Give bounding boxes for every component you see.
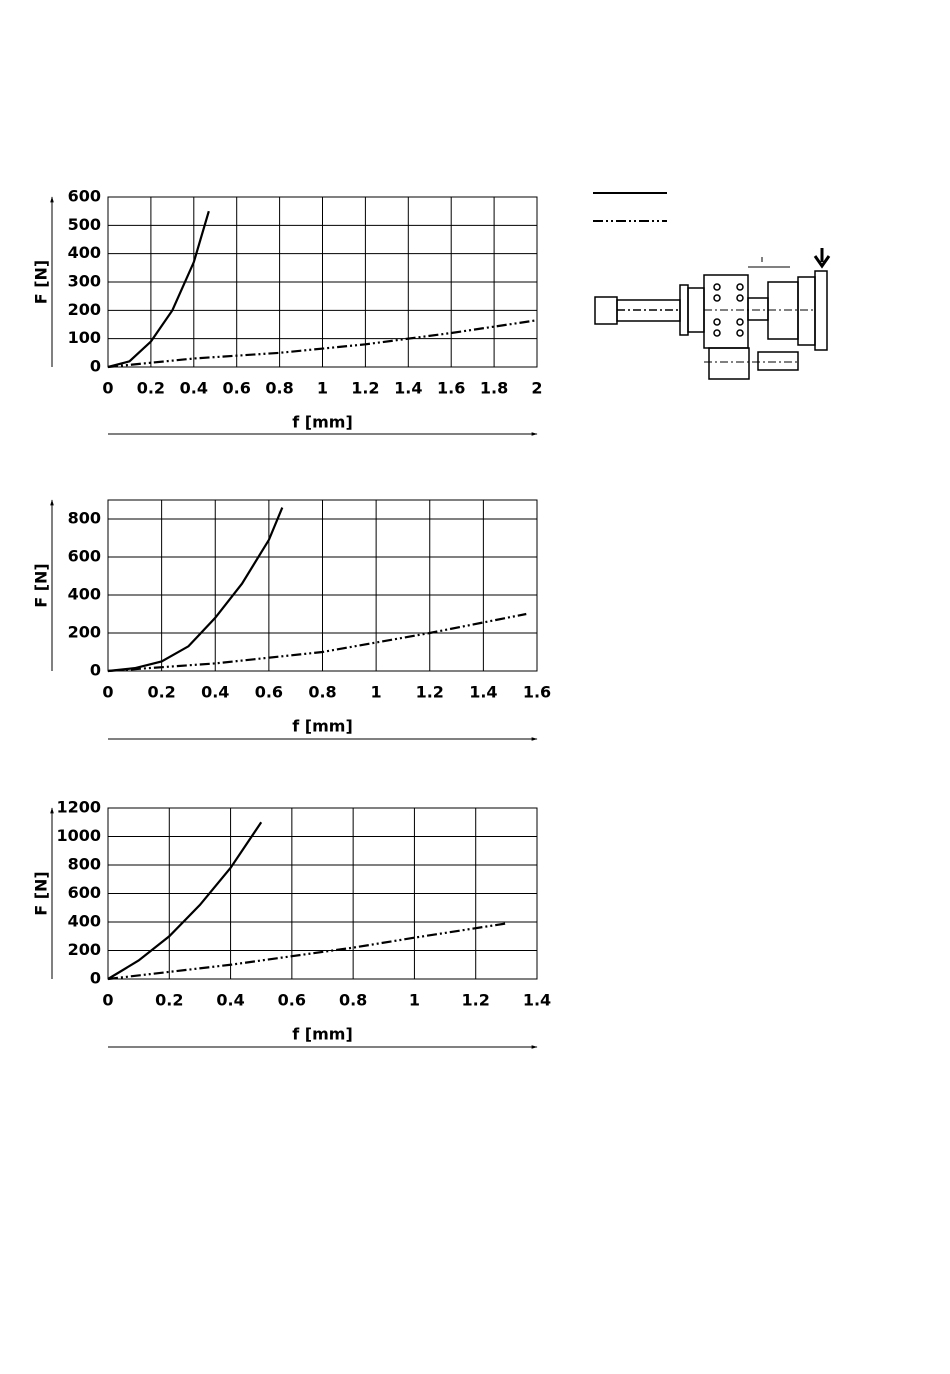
y-tick-label: 0 xyxy=(90,357,101,376)
y-tick-label: 200 xyxy=(68,623,101,642)
x-tick-label: 0.8 xyxy=(265,379,293,398)
chart: 0 0.2 0.4 0.6 0.8 1 1.2 1.4 0 200 400 600 800 1000 120… xyxy=(32,798,551,1049)
x-tick-label: 0.4 xyxy=(216,991,244,1010)
y-tick-label: 200 xyxy=(68,940,101,959)
x-tick-label: 1 xyxy=(371,683,382,702)
y-tick-label: 300 xyxy=(68,272,101,291)
series-line xyxy=(107,821,263,980)
x-tick-label: 0.2 xyxy=(147,683,175,702)
y-tick-label: 200 xyxy=(68,300,101,319)
x-tick-label: 0.6 xyxy=(255,683,283,702)
x-tick-label: 0 xyxy=(102,991,113,1010)
x-tick-label: 2 xyxy=(531,379,542,398)
series-line xyxy=(107,922,507,981)
x-tick-label: 1.2 xyxy=(416,683,444,702)
series-line xyxy=(107,319,538,369)
legend xyxy=(593,192,667,222)
series-line xyxy=(107,507,284,673)
y-tick-label: 800 xyxy=(68,509,101,528)
x-tick-label: 1 xyxy=(409,991,420,1010)
x-tick-label: 0.6 xyxy=(278,991,306,1010)
x-tick-label: 1.2 xyxy=(462,991,490,1010)
x-tick-label: 1.4 xyxy=(523,991,551,1010)
y-tick-label: 600 xyxy=(68,547,101,566)
series-line xyxy=(107,612,527,673)
y-tick-label: 600 xyxy=(68,883,101,902)
chart: 0 0.2 0.4 0.6 0.8 1 1.2 1.4 1.6 0 200 400 600 800 F [N… xyxy=(32,499,551,741)
x-tick-label: 1.8 xyxy=(480,379,508,398)
y-axis-label: F [N] xyxy=(32,563,51,608)
y-axis-label: F [N] xyxy=(32,871,51,916)
x-tick-label: 0.4 xyxy=(201,683,229,702)
y-tick-label: 1200 xyxy=(56,798,101,817)
charts: 0 0.2 0.4 0.6 0.8 1 1.2 1.4 1.6 1.8 20100200300400… xyxy=(32,187,551,1049)
y-tick-label: 400 xyxy=(68,912,101,931)
series-line xyxy=(107,210,210,369)
x-tick-label: 0.6 xyxy=(223,379,251,398)
x-tick-label: 1.4 xyxy=(394,379,422,398)
y-tick-label: 400 xyxy=(68,585,101,604)
x-tick-label: 1.6 xyxy=(523,683,551,702)
x-axis-label: f [mm] xyxy=(292,1025,353,1044)
y-tick-label: 800 xyxy=(68,855,101,874)
x-tick-label: 0.2 xyxy=(155,991,183,1010)
y-axis-label: F [N] xyxy=(32,260,51,305)
y-tick-label: 1000 xyxy=(56,826,101,845)
x-axis-label: f [mm] xyxy=(292,413,353,432)
chart: 0 0.2 0.4 0.6 0.8 1 1.2 1.4 1.6 1.8 2 0 100 200 300 400… xyxy=(32,187,543,436)
y-tick-label: 0 xyxy=(90,969,101,988)
x-tick-label: 1 xyxy=(317,379,328,398)
x-tick-label: 0.2 xyxy=(137,379,165,398)
x-tick-label: 0 xyxy=(102,379,113,398)
x-tick-label: 1.4 xyxy=(469,683,497,702)
x-axis-label: f [mm] xyxy=(292,717,353,736)
y-tick-label: 500 xyxy=(68,215,101,234)
x-tick-label: 1.2 xyxy=(351,379,379,398)
x-tick-label: 0.8 xyxy=(339,991,367,1010)
x-tick-label: 0.4 xyxy=(180,379,208,398)
x-tick-label: 1.6 xyxy=(437,379,465,398)
y-tick-label: 400 xyxy=(68,243,101,262)
y-tick-label: 600 xyxy=(68,187,101,206)
x-tick-label: 0 xyxy=(102,683,113,702)
y-tick-label: 100 xyxy=(68,328,101,347)
y-tick-label: 0 xyxy=(90,661,101,680)
x-tick-label: 0.8 xyxy=(308,683,336,702)
device-drawing xyxy=(594,248,831,380)
